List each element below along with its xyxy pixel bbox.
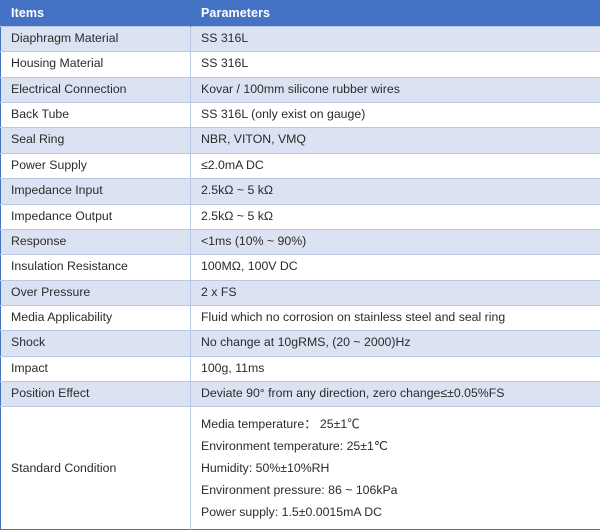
table-row: Electrical Connection Kovar / 100mm sili…	[1, 77, 600, 102]
table-row: Diaphragm Material SS 316L	[1, 27, 600, 52]
row-item-value: SS 316L	[191, 27, 600, 52]
row-item-value: Deviate 90° from any direction, zero cha…	[191, 382, 600, 407]
row-item-value: Fluid which no corrosion on stainless st…	[191, 305, 600, 330]
table-row: Housing Material SS 316L	[1, 52, 600, 77]
row-item-value: 2 x FS	[191, 280, 600, 305]
row-item-label: Impedance Input	[1, 179, 191, 204]
table-row: Response <1ms (10% ~ 90%)	[1, 229, 600, 254]
column-header-items: Items	[1, 1, 191, 27]
row-item-label: Media Applicability	[1, 305, 191, 330]
row-item-label: Shock	[1, 331, 191, 356]
row-item-value: Kovar / 100mm silicone rubber wires	[191, 77, 600, 102]
table-row: Shock No change at 10gRMS, (20 ~ 2000)Hz	[1, 331, 600, 356]
row-item-label: Over Pressure	[1, 280, 191, 305]
table-row: Position Effect Deviate 90° from any dir…	[1, 382, 600, 407]
row-item-value: 100MΩ, 100V DC	[191, 255, 600, 280]
row-item-label: Impedance Output	[1, 204, 191, 229]
table-row: Over Pressure 2 x FS	[1, 280, 600, 305]
row-item-label: Back Tube	[1, 103, 191, 128]
table-row: Impact 100g, 11ms	[1, 356, 600, 381]
row-item-label: Impact	[1, 356, 191, 381]
row-item-value: SS 316L (only exist on gauge)	[191, 103, 600, 128]
row-item-label: Response	[1, 229, 191, 254]
row-item-label: Insulation Resistance	[1, 255, 191, 280]
list-item: Environment pressure: 86 ~ 106kPa	[201, 479, 590, 501]
table-row: Power Supply ≤2.0mA DC	[1, 153, 600, 178]
header-row: Items Parameters	[1, 1, 600, 27]
table-row: Insulation Resistance 100MΩ, 100V DC	[1, 255, 600, 280]
row-item-value: 100g, 11ms	[191, 356, 600, 381]
row-item-label: Seal Ring	[1, 128, 191, 153]
row-item-label: Standard Condition	[1, 407, 191, 530]
row-item-label: Diaphragm Material	[1, 27, 191, 52]
row-item-value: ≤2.0mA DC	[191, 153, 600, 178]
list-item: Environment temperature: 25±1℃	[201, 435, 590, 457]
table-row-standard-condition: Standard Condition Media temperature： 25…	[1, 407, 600, 530]
table-row: Impedance Output 2.5kΩ ~ 5 kΩ	[1, 204, 600, 229]
table-row: Impedance Input 2.5kΩ ~ 5 kΩ	[1, 179, 600, 204]
row-item-value: <1ms (10% ~ 90%)	[191, 229, 600, 254]
list-item: Media temperature： 25±1℃	[201, 413, 590, 435]
row-item-value: No change at 10gRMS, (20 ~ 2000)Hz	[191, 331, 600, 356]
table-row: Media Applicability Fluid which no corro…	[1, 305, 600, 330]
table-row: Back Tube SS 316L (only exist on gauge)	[1, 103, 600, 128]
row-item-value: 2.5kΩ ~ 5 kΩ	[191, 204, 600, 229]
row-item-value: NBR, VITON, VMQ	[191, 128, 600, 153]
row-item-label: Housing Material	[1, 52, 191, 77]
row-item-value: 2.5kΩ ~ 5 kΩ	[191, 179, 600, 204]
standard-condition-list: Media temperature： 25±1℃ Environment tem…	[201, 413, 590, 523]
row-item-value: SS 316L	[191, 52, 600, 77]
row-item-label: Position Effect	[1, 382, 191, 407]
table-row: Seal Ring NBR, VITON, VMQ	[1, 128, 600, 153]
list-item: Power supply: 1.5±0.0015mA DC	[201, 501, 590, 523]
list-item: Humidity: 50%±10%RH	[201, 457, 590, 479]
column-header-parameters: Parameters	[191, 1, 600, 27]
table-body: Diaphragm Material SS 316L Housing Mater…	[1, 27, 600, 530]
row-item-value-multiline: Media temperature： 25±1℃ Environment tem…	[191, 407, 600, 530]
row-item-label: Power Supply	[1, 153, 191, 178]
row-item-label: Electrical Connection	[1, 77, 191, 102]
table-header: Items Parameters	[1, 1, 600, 27]
